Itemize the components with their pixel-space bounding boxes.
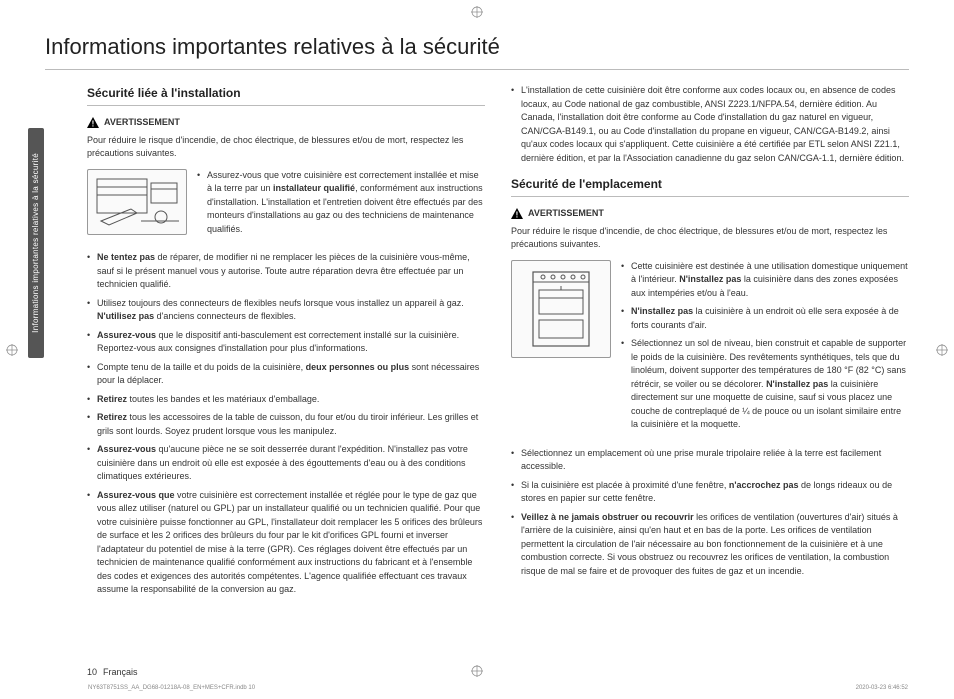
intro-text: Pour réduire le risque d'incendie, de ch… <box>87 134 485 161</box>
list-item: Sélectionnez un sol de niveau, bien cons… <box>621 337 909 432</box>
text-bold: N'installez pas <box>631 306 693 316</box>
text: Sélectionnez un emplacement où une prise… <box>521 448 881 472</box>
bullet-list: Ne tentez pas de réparer, de modifier ni… <box>87 251 485 597</box>
beside-image-text: Assurez-vous que votre cuisinière est co… <box>197 169 485 242</box>
print-file: NY63T8751SS_AA_DG68-01218A-08_EN+MES+CFR… <box>88 684 255 693</box>
print-marks: NY63T8751SS_AA_DG68-01218A-08_EN+MES+CFR… <box>0 684 954 693</box>
list-item: Cette cuisinière est destinée à une util… <box>621 260 909 301</box>
illustration-range <box>511 260 611 358</box>
list-item: Utilisez toujours des connecteurs de fle… <box>87 297 485 324</box>
image-text-row: Assurez-vous que votre cuisinière est co… <box>87 169 485 242</box>
list-item: Assurez-vous que votre cuisinière est co… <box>197 169 485 237</box>
list-item: Retirez toutes les bandes et les matéria… <box>87 393 485 407</box>
list-item: Compte tenu de la taille et du poids de … <box>87 361 485 388</box>
side-tab: Informations importantes relatives à la … <box>28 128 44 358</box>
warning-row: ! AVERTISSEMENT <box>87 116 485 130</box>
text: tous les accessoires de la table de cuis… <box>97 412 478 436</box>
page-language: Français <box>103 666 138 680</box>
list-item: Retirez tous les accessoires de la table… <box>87 411 485 438</box>
text: L'installation de cette cuisinière doit … <box>521 85 904 163</box>
illustration-installer <box>87 169 187 235</box>
text: votre cuisinière est correctement instal… <box>97 490 482 595</box>
text-bold: Retirez <box>97 394 127 404</box>
bullet-list: Cette cuisinière est destinée à une util… <box>621 260 909 432</box>
warning-row: ! AVERTISSEMENT <box>511 207 909 221</box>
text: Compte tenu de la taille et du poids de … <box>97 362 306 372</box>
page: Informations importantes relatives à la … <box>0 0 954 699</box>
list-item: Assurez-vous que votre cuisinière est co… <box>87 489 485 597</box>
section-heading-emplacement: Sécurité de l'emplacement <box>511 175 909 197</box>
text-bold: N'installez pas <box>766 379 828 389</box>
columns: Sécurité liée à l'installation ! AVERTIS… <box>87 84 909 656</box>
image-text-row: Cette cuisinière est destinée à une util… <box>511 260 909 437</box>
column-left: Sécurité liée à l'installation ! AVERTIS… <box>87 84 485 656</box>
text-bold: Assurez-vous <box>97 444 156 454</box>
bullet-list: L'installation de cette cuisinière doit … <box>511 84 909 165</box>
reg-mark-bottom <box>471 665 483 677</box>
reg-mark-left <box>6 344 18 356</box>
text: toutes les bandes et les matériaux d'emb… <box>127 394 319 404</box>
page-number: 10 <box>87 666 97 680</box>
print-time: 2020-03-23 6:46:52 <box>856 684 908 693</box>
bullet-list: Sélectionnez un emplacement où une prise… <box>511 447 909 579</box>
text-bold: Veillez à ne jamais obstruer ou recouvri… <box>521 512 694 522</box>
list-item: Sélectionnez un emplacement où une prise… <box>511 447 909 474</box>
list-item: L'installation de cette cuisinière doit … <box>511 84 909 165</box>
beside-image-text: Cette cuisinière est destinée à une util… <box>621 260 909 437</box>
svg-text:!: ! <box>92 120 95 129</box>
text: Si la cuisinière est placée à proximité … <box>521 480 729 490</box>
reg-mark-right <box>936 344 948 356</box>
text-bold: n'accrochez pas <box>729 480 799 490</box>
list-item: Assurez-vous qu'aucune pièce ne se soit … <box>87 443 485 484</box>
warning-icon: ! <box>511 208 523 219</box>
list-item: Assurez-vous que le dispositif anti-basc… <box>87 329 485 356</box>
warning-label: AVERTISSEMENT <box>104 116 180 130</box>
text-bold: Retirez <box>97 412 127 422</box>
list-item: Veillez à ne jamais obstruer ou recouvri… <box>511 511 909 579</box>
list-item: Ne tentez pas de réparer, de modifier ni… <box>87 251 485 292</box>
svg-text:!: ! <box>516 211 519 220</box>
text-bold: Assurez-vous que <box>97 490 175 500</box>
intro-text: Pour réduire le risque d'incendie, de ch… <box>511 225 909 252</box>
list-item: Si la cuisinière est placée à proximité … <box>511 479 909 506</box>
warning-label: AVERTISSEMENT <box>528 207 604 221</box>
section-heading-installation: Sécurité liée à l'installation <box>87 84 485 106</box>
text-bold: N'installez pas <box>679 274 741 284</box>
side-tab-text: Informations importantes relatives à la … <box>30 153 42 333</box>
text: Utilisez toujours des connecteurs de fle… <box>97 298 464 308</box>
page-title: Informations importantes relatives à la … <box>45 30 909 70</box>
text: d'anciens connecteurs de flexibles. <box>154 311 296 321</box>
text-bold: N'utilisez pas <box>97 311 154 321</box>
list-item: N'installez pas la cuisinière à un endro… <box>621 305 909 332</box>
warning-icon: ! <box>87 117 99 128</box>
text-bold: Ne tentez pas <box>97 252 155 262</box>
footer-left: 10 Français <box>87 666 138 680</box>
reg-mark-top <box>471 6 483 18</box>
footer: 10 Français <box>87 666 909 680</box>
text-bold: installateur qualifié <box>273 183 355 193</box>
text-bold: Assurez-vous <box>97 330 156 340</box>
column-right: L'installation de cette cuisinière doit … <box>511 84 909 656</box>
text-bold: deux personnes ou plus <box>306 362 410 372</box>
